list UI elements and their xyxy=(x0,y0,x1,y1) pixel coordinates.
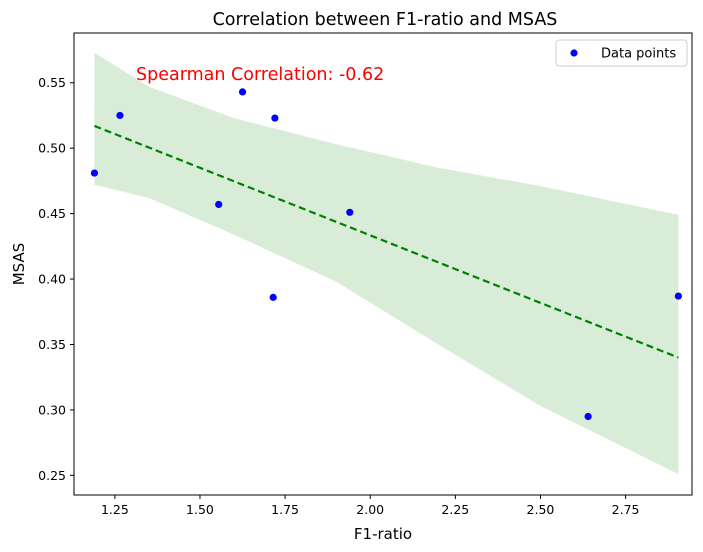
legend-label-data-points: Data points xyxy=(601,47,676,62)
y-tick-label: 0.50 xyxy=(38,141,66,156)
x-tick-label: 1.75 xyxy=(271,502,299,517)
y-tick-label: 0.45 xyxy=(38,206,66,221)
spearman-annotation: Spearman Correlation: -0.62 xyxy=(136,65,384,85)
data-point-4 xyxy=(238,88,247,96)
y-tick-label: 0.40 xyxy=(38,272,66,287)
y-tick-label: 0.35 xyxy=(38,337,66,352)
x-axis-title: F1-ratio xyxy=(354,525,412,543)
data-point-8 xyxy=(584,412,592,421)
data-point-5 xyxy=(269,293,277,301)
data-point-7 xyxy=(346,208,354,216)
plot-area xyxy=(90,52,682,475)
legend-marker-data-points xyxy=(570,49,578,57)
data-point-2 xyxy=(116,111,124,120)
legend-box xyxy=(555,39,688,67)
data-point-3 xyxy=(215,200,223,209)
x-axis: 1.25 1.50 1.75 2.00 2.25 2.50 2.75 xyxy=(101,495,640,517)
x-tick-label: 1.25 xyxy=(101,502,129,517)
x-tick-label: 1.50 xyxy=(186,502,214,517)
x-tick-label: 2.00 xyxy=(356,502,384,517)
legend: Data points xyxy=(555,39,688,67)
data-point-9 xyxy=(674,292,682,300)
x-tick-label: 2.50 xyxy=(527,502,555,517)
y-tick-label: 0.30 xyxy=(38,402,66,417)
y-tick-label: 0.55 xyxy=(38,75,66,90)
plot-frame xyxy=(73,32,693,496)
data-point-1 xyxy=(90,169,99,177)
regression-line xyxy=(94,124,679,359)
data-point-6 xyxy=(271,114,279,122)
y-axis: 0.25 0.30 0.35 0.40 0.45 0.50 0.55 xyxy=(38,75,74,483)
confidence-band xyxy=(94,52,679,475)
y-tick-label: 0.25 xyxy=(38,468,66,483)
x-tick-label: 2.25 xyxy=(441,502,469,517)
y-axis-title: MSAS xyxy=(10,243,28,286)
x-tick-label: 2.75 xyxy=(612,502,640,517)
chart-title: Correlation between F1-ratio and MSAS xyxy=(213,10,558,30)
